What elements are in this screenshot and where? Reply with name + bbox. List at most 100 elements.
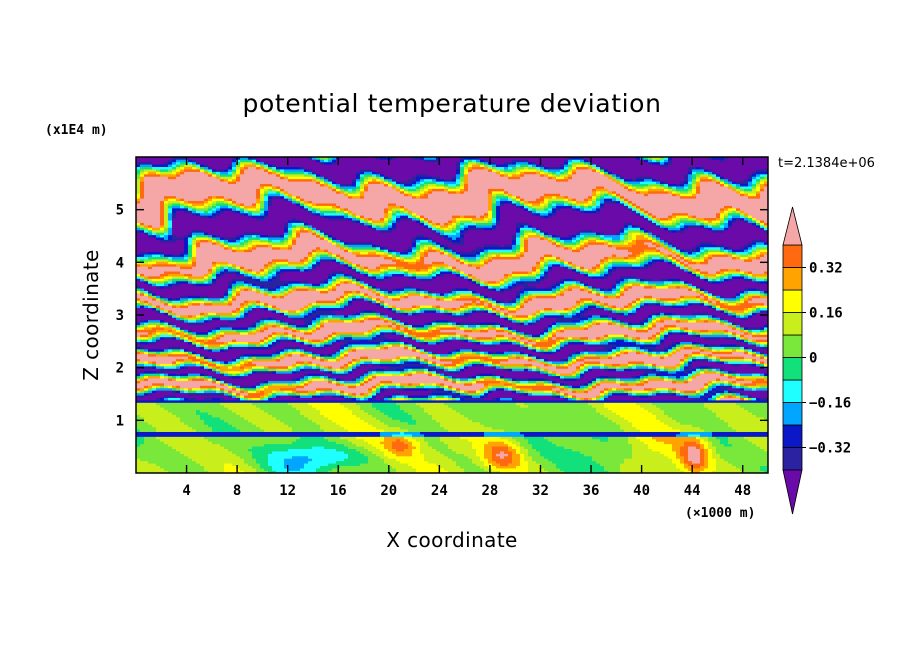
contour-cell <box>680 346 685 350</box>
contour-cell <box>204 314 209 318</box>
contour-cell <box>288 314 305 318</box>
contour-cell <box>188 278 193 282</box>
contour-cell <box>580 287 585 291</box>
contour-cell <box>420 268 429 272</box>
contour-cell <box>392 273 405 277</box>
contour-cell <box>392 309 397 313</box>
contour-cell <box>680 390 685 394</box>
contour-cell <box>588 341 601 345</box>
contour-cell <box>572 266 577 270</box>
contour-cell <box>240 317 245 321</box>
contour-cell <box>576 356 581 360</box>
contour-cell <box>456 387 461 391</box>
contour-cell <box>136 368 161 372</box>
contour-cell <box>148 275 161 279</box>
contour-cell <box>376 326 381 330</box>
contour-cell <box>656 297 661 301</box>
contour-cell <box>712 358 717 362</box>
contour-cell <box>276 319 281 323</box>
contour-cell <box>280 348 285 352</box>
contour-cell <box>704 390 709 394</box>
contour-cell <box>312 307 317 311</box>
contour-cell <box>192 297 205 301</box>
contour-cell <box>640 346 645 350</box>
contour-cell <box>376 394 385 398</box>
contour-cell <box>612 346 617 350</box>
contour-cell <box>532 339 537 343</box>
contour-cell <box>236 290 241 294</box>
contour-cell <box>180 331 185 335</box>
contour-cell <box>208 273 213 277</box>
contour-cell <box>748 385 761 389</box>
contour-cell <box>700 292 705 296</box>
contour-cell <box>512 460 521 464</box>
contour-cell <box>204 302 213 306</box>
contour-cell <box>700 341 745 345</box>
contour-cell <box>708 465 717 469</box>
contour-cell <box>428 268 433 272</box>
contour-cell <box>316 387 333 391</box>
contour-cell <box>332 390 337 394</box>
contour-cell <box>340 358 353 362</box>
contour-cell <box>264 394 269 398</box>
contour-cell <box>728 370 733 374</box>
contour-cell <box>228 287 233 291</box>
contour-cell <box>540 465 557 469</box>
contour-cell <box>652 319 657 323</box>
contour-cell <box>376 309 393 313</box>
contour-cell <box>696 287 701 291</box>
contour-cell <box>592 287 597 291</box>
contour-cell <box>600 397 605 401</box>
contour-cell <box>360 416 377 420</box>
contour-cell <box>236 312 241 316</box>
contour-cell <box>288 292 345 296</box>
contour-cell <box>508 273 513 277</box>
contour-cell <box>712 307 717 311</box>
contour-cell <box>592 387 605 391</box>
contour-cell <box>716 394 721 398</box>
contour-cell <box>604 387 609 391</box>
contour-cell <box>740 334 745 338</box>
contour-cell <box>212 426 237 430</box>
contour-cell <box>760 295 768 299</box>
contour-cell <box>736 331 745 335</box>
contour-cell <box>244 280 249 284</box>
contour-cell <box>660 334 665 338</box>
contour-cell <box>168 409 197 413</box>
contour-cell <box>144 377 149 381</box>
contour-cell <box>468 307 473 311</box>
contour-cell <box>492 373 497 377</box>
contour-cell <box>216 358 233 362</box>
contour-cell <box>672 460 681 464</box>
contour-cell <box>456 380 461 384</box>
contour-cell <box>520 297 525 301</box>
contour-cell <box>376 445 385 449</box>
contour-cell <box>492 375 497 379</box>
contour-cell <box>508 285 513 289</box>
contour-cell <box>252 329 257 333</box>
contour-cell <box>724 280 757 284</box>
contour-cell <box>328 336 333 340</box>
contour-cell <box>148 319 161 323</box>
contour-cell <box>464 394 473 398</box>
contour-cell <box>544 326 549 330</box>
contour-cell <box>644 360 681 364</box>
contour-cell <box>560 278 565 282</box>
contour-cell <box>288 334 293 338</box>
contour-cell <box>140 351 145 355</box>
contour-cell <box>644 341 653 345</box>
contour-cell <box>196 460 245 464</box>
contour-cell <box>144 387 149 391</box>
contour-cell <box>760 329 765 333</box>
contour-cell <box>280 324 285 328</box>
contour-cell <box>416 275 433 279</box>
contour-cell <box>736 394 741 398</box>
contour-cell <box>556 462 601 467</box>
contour-cell <box>264 409 301 413</box>
contour-cell <box>680 295 685 299</box>
contour-cell <box>636 382 645 386</box>
contour-cell <box>276 390 285 394</box>
contour-cell <box>668 455 677 459</box>
contour-cell <box>664 356 685 360</box>
contour-cell <box>392 441 405 445</box>
